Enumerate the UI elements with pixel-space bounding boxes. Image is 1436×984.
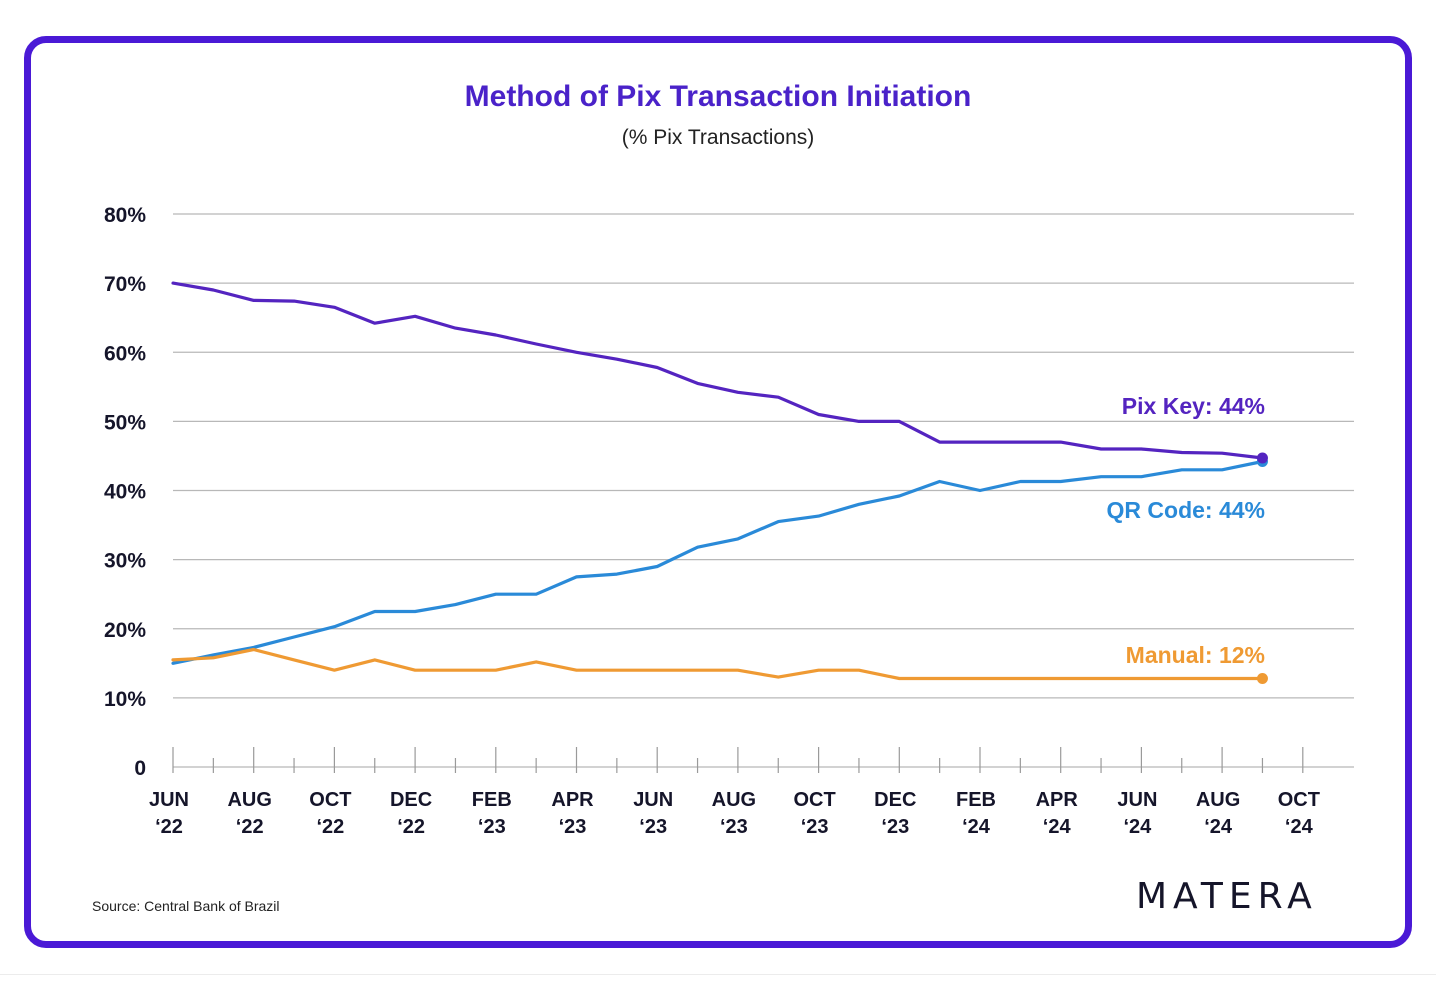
x-tick-label-month: AUG xyxy=(227,789,271,811)
series-line-pix-key xyxy=(171,281,1265,460)
chart-frame xyxy=(24,36,1412,948)
chart-title: Method of Pix Transaction Initiation xyxy=(464,80,972,113)
y-tick-label: 80% xyxy=(104,204,146,227)
x-tick-label-month: OCT xyxy=(793,789,835,811)
series-line-qr-code xyxy=(171,459,1265,665)
matera-logo: MATERA xyxy=(1136,876,1318,917)
x-tick-label-year: ‘22 xyxy=(316,816,344,838)
x-tick-label-month: JUN xyxy=(633,789,673,811)
y-tick-label: 70% xyxy=(104,273,146,296)
y-tick-label: 20% xyxy=(104,619,146,642)
series-end-marker-manual xyxy=(1256,673,1268,685)
x-tick-label-year: ‘22 xyxy=(236,816,264,838)
x-tick-label-year: ‘23 xyxy=(639,816,667,838)
y-tick-label: 0 xyxy=(134,757,146,780)
series-line-manual xyxy=(171,647,1265,681)
x-tick-label-month: FEB xyxy=(472,789,512,811)
x-tick-label-year: ‘23 xyxy=(559,816,587,838)
source-note: Source: Central Bank of Brazil xyxy=(92,898,280,914)
series-label-qr-code: QR Code: 44% xyxy=(1107,497,1265,523)
y-tick-label: 40% xyxy=(104,481,146,504)
series-label-pix-key: Pix Key: 44% xyxy=(1122,393,1265,419)
x-tick-label-month: JUN xyxy=(149,789,189,811)
x-tick-label-month: AUG xyxy=(712,789,756,811)
series-end-marker-pix-key xyxy=(1256,452,1268,464)
x-tick-label-year: ‘23 xyxy=(478,816,506,838)
x-tick-label-month: OCT xyxy=(1278,789,1320,811)
x-tick-label-year: ‘24 xyxy=(1123,816,1152,838)
x-tick-label-year: ‘24 xyxy=(1204,816,1233,838)
x-tick-label-month: DEC xyxy=(390,789,432,811)
x-tick-label-year: ‘23 xyxy=(720,816,748,838)
bottom-divider xyxy=(0,974,1436,975)
y-tick-label: 60% xyxy=(104,342,146,365)
x-tick-label-month: APR xyxy=(1036,789,1079,811)
series-label-manual: Manual: 12% xyxy=(1126,642,1265,668)
x-tick-label-month: FEB xyxy=(956,789,996,811)
x-tick-label-year: ‘23 xyxy=(801,816,829,838)
chart-subtitle: (% Pix Transactions) xyxy=(621,126,815,149)
x-tick-label-month: JUN xyxy=(1117,789,1157,811)
x-tick-label-month: APR xyxy=(551,789,594,811)
x-tick-label-year: ‘22 xyxy=(155,816,183,838)
x-tick-label-year: ‘24 xyxy=(1043,816,1072,838)
y-tick-label: 50% xyxy=(104,411,146,434)
x-tick-label-month: AUG xyxy=(1196,789,1240,811)
x-tick-label-year: ‘24 xyxy=(962,816,991,838)
x-tick-label-month: OCT xyxy=(309,789,351,811)
x-tick-label-year: ‘23 xyxy=(881,816,909,838)
x-tick-label-year: ‘24 xyxy=(1285,816,1314,838)
x-tick-label-year: ‘22 xyxy=(397,816,425,838)
x-tick-label-month: DEC xyxy=(874,789,916,811)
y-tick-label: 30% xyxy=(104,550,146,573)
y-tick-label: 10% xyxy=(104,688,146,711)
